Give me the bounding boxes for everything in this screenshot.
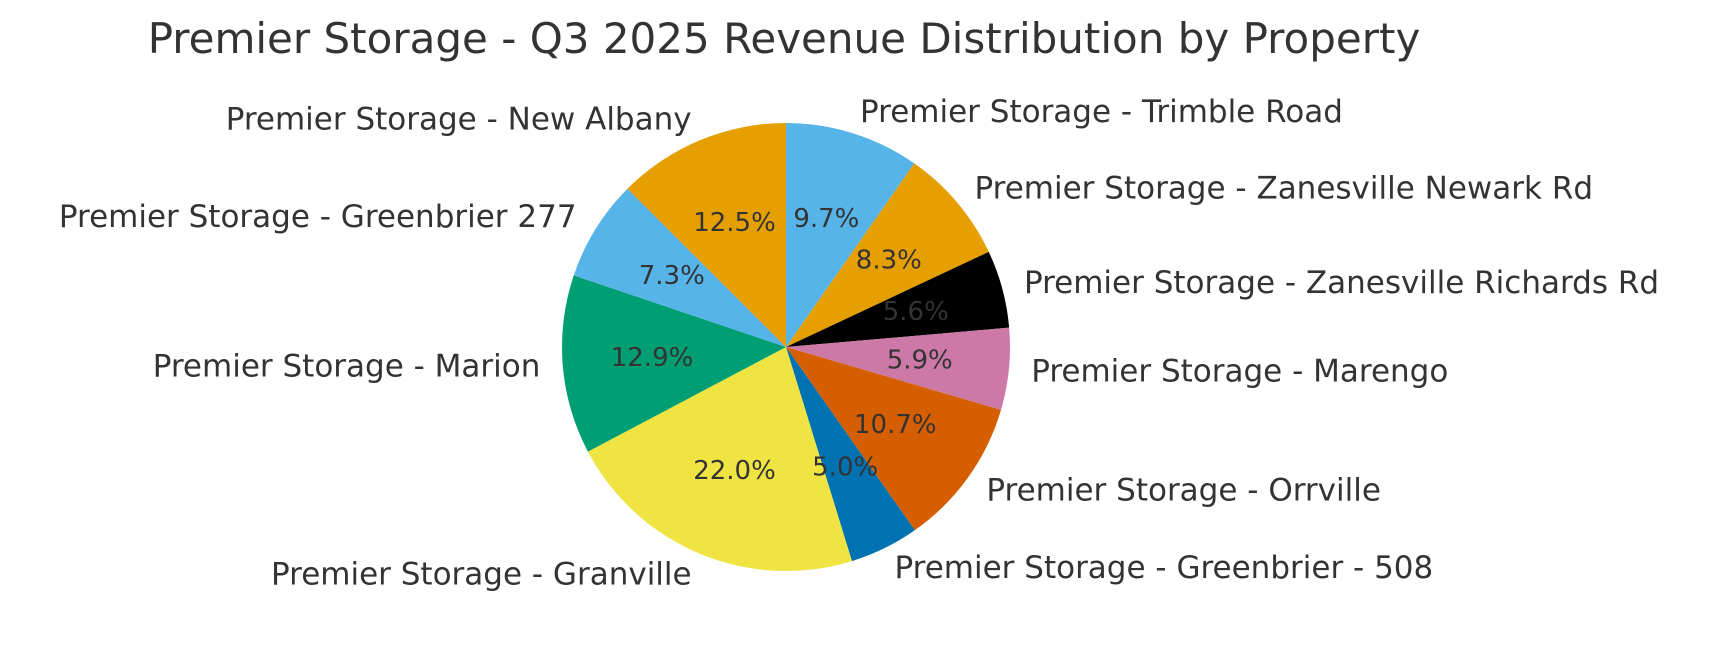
pie-category-label-premier-storage-orrville: Premier Storage - Orrville xyxy=(986,472,1381,508)
pie-category-label-premier-storage-granville: Premier Storage - Granville xyxy=(271,557,692,593)
pie-percent-label-premier-storage-greenbrier-277: 7.3% xyxy=(639,261,705,291)
pie-slice-premier-storage-greenbrier-277 xyxy=(573,188,786,347)
pie-slice-premier-storage-zanesville-newark-rd xyxy=(786,163,989,347)
pie-percent-label-premier-storage-granville: 22.0% xyxy=(693,456,776,486)
pie-percent-label-premier-storage-new-albany: 12.5% xyxy=(693,208,776,238)
pie-slice-premier-storage-marengo xyxy=(786,327,1010,410)
pie-percent-label-premier-storage-marion: 12.9% xyxy=(611,343,694,373)
pie-slice-premier-storage-new-albany xyxy=(627,123,786,347)
pie-category-label-premier-storage-trimble-road: Premier Storage - Trimble Road xyxy=(860,94,1343,130)
pie-percent-label-premier-storage-marengo: 5.9% xyxy=(887,345,953,375)
pie-category-label-premier-storage-marion: Premier Storage - Marion xyxy=(153,349,541,385)
pie-percentage-labels: 9.7% 8.3% 5.6% 5.9% 10.7% 5.0% 22.0% 12.9% 7.3% 1… xyxy=(611,204,953,486)
pie-slice-premier-storage-marion xyxy=(562,275,786,452)
pie-category-label-premier-storage-marengo: Premier Storage - Marengo xyxy=(1031,353,1448,389)
pie-category-labels: Premier Storage - Trimble Road Premier St… xyxy=(59,94,1659,593)
pie-category-label-premier-storage-new-albany: Premier Storage - New Albany xyxy=(226,101,692,137)
pie-percent-label-premier-storage-greenbrier-508: 5.0% xyxy=(812,453,878,483)
pie-category-label-premier-storage-greenbrier-508: Premier Storage - Greenbrier - 508 xyxy=(895,550,1434,586)
pie-slices xyxy=(562,123,1010,571)
pie-percent-label-premier-storage-zanesville-newark-rd: 8.3% xyxy=(856,245,922,275)
pie-category-label-premier-storage-greenbrier-277: Premier Storage - Greenbrier 277 xyxy=(59,199,577,235)
pie-slice-premier-storage-orrville xyxy=(786,347,1001,531)
pie-category-label-premier-storage-zanesville-richards-rd: Premier Storage - Zanesville Richards Rd xyxy=(1024,265,1659,301)
pie-percent-label-premier-storage-zanesville-richards-rd: 5.6% xyxy=(883,297,949,327)
pie-percent-label-premier-storage-orrville: 10.7% xyxy=(854,410,937,440)
chart-title: Premier Storage - Q3 2025 Revenue Distri… xyxy=(148,14,1421,63)
pie-slice-premier-storage-trimble-road xyxy=(786,123,915,347)
pie-category-label-premier-storage-zanesville-newark-rd: Premier Storage - Zanesville Newark Rd xyxy=(975,170,1594,206)
pie-slice-premier-storage-zanesville-richards-rd xyxy=(786,251,1010,347)
pie-slice-premier-storage-greenbrier-508 xyxy=(786,347,915,562)
pie-percent-label-premier-storage-trimble-road: 9.7% xyxy=(793,204,859,234)
pie-slice-premier-storage-granville xyxy=(587,347,852,571)
